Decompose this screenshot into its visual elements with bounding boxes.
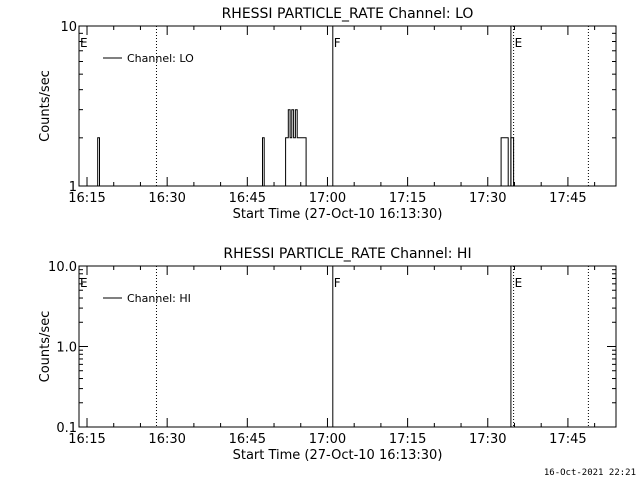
panel-1-ylabel: Counts/sec: [38, 70, 53, 142]
panel-1-ytick-label: 10: [60, 20, 77, 35]
panel-1-xtick-label: 16:45: [229, 191, 266, 206]
panel-2-plot-frame: [78, 265, 617, 428]
panel-1-annotation-label: E: [515, 36, 523, 50]
panel-1-legend-label: Channel: LO: [127, 52, 194, 65]
panel-2-ytick-label: 0.1: [56, 421, 77, 436]
panel-2-xtick-label: 17:15: [389, 432, 426, 447]
panel-2-xtick-label: 17:45: [549, 432, 586, 447]
panel-1-xtick-label: 17:00: [309, 191, 346, 206]
panel-1-plot-frame: [78, 25, 617, 187]
panel-1-title: RHESSI PARTICLE_RATE Channel: LO: [222, 6, 474, 22]
panel-1-xtick-label: 17:30: [469, 191, 506, 206]
panel-1-xlabel: Start Time (27-Oct-10 16:13:30): [233, 207, 443, 222]
panel-2-ytick-label: 10.0: [48, 260, 77, 275]
footer-timestamp: 16-Oct-2021 22:21: [543, 468, 636, 478]
panel-1-xtick-label: 16:30: [148, 191, 185, 206]
panel-1-ytick-label: 1: [69, 180, 77, 195]
panel-1-xtick-label: 17:15: [389, 191, 426, 206]
panel-1-xtick-label: 17:45: [549, 191, 586, 206]
panel-2-xtick-label: 17:00: [309, 432, 346, 447]
panel-2-ytick-label: 1.0: [56, 341, 77, 356]
panel-2-annotation-label: E: [515, 276, 523, 290]
panel-2-annotation-label: F: [334, 276, 341, 290]
panel-2-annotation-label: E: [80, 276, 88, 290]
panel-1-annotation-label: E: [80, 36, 88, 50]
panel-2-title: RHESSI PARTICLE_RATE Channel: HI: [223, 246, 471, 262]
panel-1-xtick-label: 16:15: [68, 191, 105, 206]
panel-2-xtick-label: 16:30: [148, 432, 185, 447]
panel-2-ylabel: Counts/sec: [38, 311, 53, 383]
panel-1-series-line: [79, 109, 616, 187]
panel-2-xtick-label: 16:15: [68, 432, 105, 447]
panel-2-xtick-label: 17:30: [469, 432, 506, 447]
panel-2-xlabel: Start Time (27-Oct-10 16:13:30): [233, 448, 443, 463]
panel-2-xtick-label: 16:45: [229, 432, 266, 447]
panel-2-legend-label: Channel: HI: [127, 292, 191, 305]
panel-1-annotation-label: F: [334, 36, 341, 50]
